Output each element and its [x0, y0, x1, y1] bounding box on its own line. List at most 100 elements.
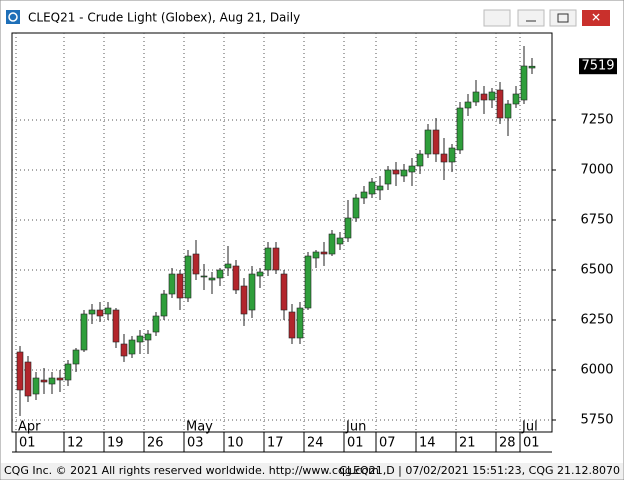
- x-tick-label: 01: [523, 436, 540, 451]
- y-tick-label: 7250: [580, 113, 613, 128]
- candle-body: [400, 169, 408, 177]
- candle-body: [360, 191, 368, 199]
- app-icon: [6, 10, 20, 24]
- candle-body: [424, 129, 432, 155]
- candle-body: [48, 377, 56, 385]
- candle-body: [528, 65, 536, 69]
- candle-body: [88, 309, 96, 315]
- candle-body: [80, 313, 88, 351]
- candle-body: [184, 255, 192, 299]
- candle-body: [512, 93, 520, 105]
- month-label: Apr: [18, 420, 41, 435]
- x-tick-label: 21: [459, 436, 476, 451]
- candle-body: [520, 65, 528, 101]
- candle-body: [40, 379, 48, 383]
- candle-body: [392, 169, 400, 175]
- candle-body: [352, 197, 360, 219]
- candle-body: [240, 285, 248, 315]
- last-price-label: 7519: [581, 59, 614, 74]
- candle-body: [440, 153, 448, 163]
- y-tick-label: 5750: [580, 413, 613, 428]
- candle-body: [344, 217, 352, 239]
- close-button[interactable]: [582, 10, 610, 26]
- candle-body: [432, 129, 440, 155]
- y-tick-label: 7000: [580, 163, 613, 178]
- maximize-button[interactable]: [549, 9, 577, 27]
- candle-body: [256, 271, 264, 277]
- app-icon-glyph: [8, 12, 18, 22]
- candle-body: [480, 93, 488, 101]
- candle-body: [464, 101, 472, 109]
- candle-body: [128, 339, 136, 355]
- link-button[interactable]: [483, 9, 511, 27]
- candle-body: [64, 363, 72, 381]
- x-tick-label: 28: [499, 436, 516, 451]
- x-tick-label: 24: [307, 436, 324, 451]
- footer-left: CQG Inc. © 2021 All rights reserved worl…: [4, 464, 379, 477]
- close-glyph: ✕: [591, 11, 601, 25]
- y-tick-label: 6250: [580, 313, 613, 328]
- candle-body: [152, 315, 160, 333]
- plot-area: [11, 32, 553, 433]
- candle-body: [504, 103, 512, 119]
- candle-body: [224, 263, 232, 269]
- candle-body: [272, 247, 280, 271]
- candle-body: [408, 165, 416, 173]
- candle-body: [192, 253, 200, 275]
- x-tick-label: 03: [187, 436, 204, 451]
- candle-body: [96, 309, 104, 317]
- candle-body: [200, 275, 208, 278]
- candle-body: [336, 237, 344, 245]
- candle-body: [416, 153, 424, 167]
- candle-body: [496, 89, 504, 119]
- candle-body: [304, 255, 312, 309]
- month-label: May: [186, 420, 213, 435]
- candle-body: [456, 107, 464, 151]
- candle-body: [16, 351, 24, 391]
- candle-body: [232, 265, 240, 291]
- candle-body: [144, 333, 152, 341]
- x-tick-label: 01: [19, 436, 36, 451]
- candle-body: [368, 181, 376, 195]
- x-tick-label: 07: [379, 436, 396, 451]
- candle-body: [328, 233, 336, 255]
- candle-body: [208, 277, 216, 281]
- candle-body: [176, 273, 184, 299]
- window-title: CLEQ21 - Crude Light (Globex), Aug 21, D…: [28, 11, 300, 25]
- x-tick-label: 12: [67, 436, 84, 451]
- month-label: Jun: [345, 420, 366, 435]
- candle-body: [384, 169, 392, 185]
- month-label: Jul: [521, 420, 538, 435]
- candle-body: [24, 361, 32, 397]
- x-tick-label: 10: [227, 436, 244, 451]
- candle-body: [56, 377, 64, 381]
- footer-right: CLEQ21,D | 07/02/2021 15:51:23, CQG 21.1…: [339, 464, 620, 477]
- candle-body: [472, 91, 480, 103]
- candle-body: [168, 273, 176, 295]
- last-price-box: [579, 58, 617, 75]
- status-bar: [1, 463, 623, 479]
- x-tick-label: 01: [347, 436, 364, 451]
- candle-body: [136, 335, 144, 343]
- candle-body: [32, 377, 40, 395]
- x-tick-label: 14: [419, 436, 436, 451]
- x-tick-label: 17: [267, 436, 284, 451]
- candle-body: [288, 311, 296, 339]
- y-tick-label: 6500: [580, 263, 613, 278]
- candle-body: [488, 91, 496, 101]
- candle-body: [160, 293, 168, 317]
- candle-body: [376, 185, 384, 191]
- x-tick-label: 26: [147, 436, 164, 451]
- candle-body: [312, 251, 320, 259]
- candle-body: [448, 147, 456, 163]
- candle-body: [280, 273, 288, 311]
- candle-body: [216, 269, 224, 279]
- minimize-button[interactable]: [517, 9, 545, 27]
- candle-body: [296, 307, 304, 339]
- candle-body: [120, 343, 128, 357]
- maximize-glyph: [557, 13, 569, 23]
- candle-body: [104, 307, 112, 315]
- candle-body: [72, 349, 80, 365]
- candle-body: [320, 251, 328, 255]
